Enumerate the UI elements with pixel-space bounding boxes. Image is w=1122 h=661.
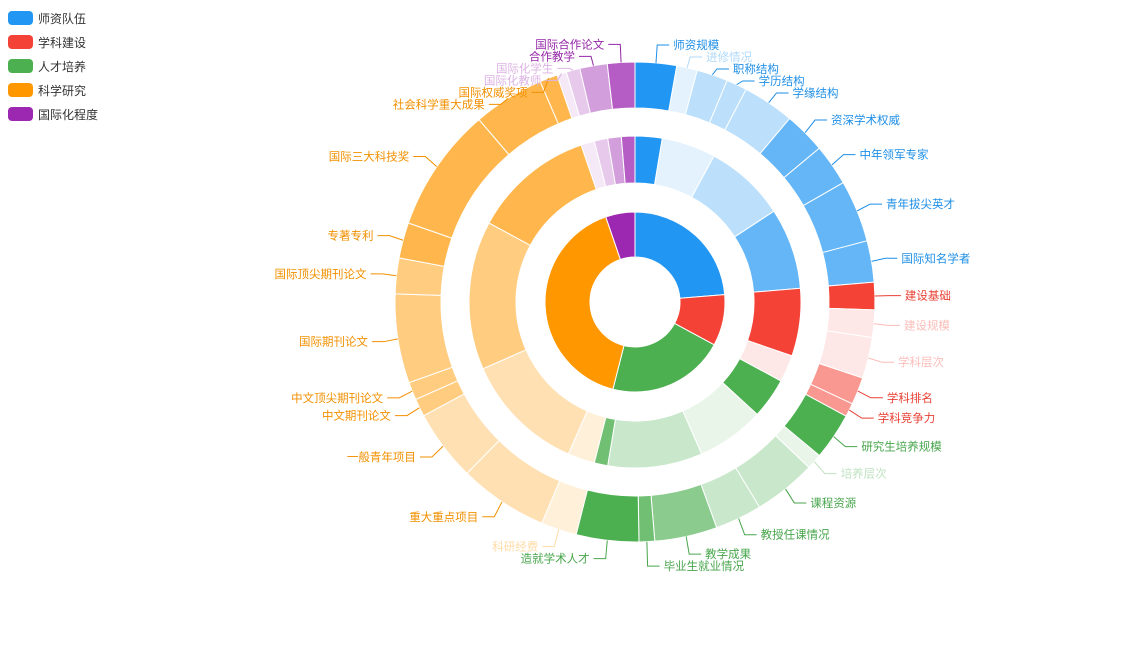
item-label: 国际化学生 [496, 61, 554, 75]
label-leader-line [804, 119, 828, 134]
category-slice[interactable] [612, 322, 715, 393]
item-label: 国际三大科技奖 [329, 149, 410, 163]
item-slice[interactable] [827, 281, 876, 311]
group-slice[interactable] [620, 135, 636, 184]
legend-item[interactable]: 学科建设 [8, 30, 98, 54]
item-label: 合作教学 [529, 49, 575, 63]
label-leader-line [871, 257, 898, 262]
label-leader-line [394, 407, 420, 417]
item-label: 学科竞争力 [878, 411, 936, 425]
item-slice[interactable] [606, 61, 636, 110]
item-label: 专著专利 [328, 229, 374, 243]
item-label: 造就学术人才 [521, 552, 590, 566]
item-label: 国际期刊论文 [299, 335, 368, 349]
item-label: 职称结构 [733, 62, 779, 76]
item-label: 科研经费 [492, 540, 538, 554]
category-slice[interactable] [544, 216, 625, 390]
legend-item[interactable]: 科学研究 [8, 78, 98, 102]
item-label: 国际化教师 [484, 73, 542, 87]
label-leader-line [579, 55, 594, 66]
label-leader-line [593, 540, 608, 560]
label-leader-line [377, 235, 404, 241]
legend-item[interactable]: 国际化程度 [8, 102, 98, 126]
item-label: 师资规模 [673, 38, 719, 52]
label-leader-line [738, 518, 757, 536]
item-label: 社会科学重大成果 [393, 97, 485, 111]
item-label: 学科层次 [898, 355, 944, 369]
label-leader-line [608, 43, 622, 63]
legend-item[interactable]: 人才培养 [8, 54, 98, 78]
item-label: 教授任课情况 [761, 528, 830, 542]
item-slice[interactable] [394, 293, 453, 384]
label-leader-line [736, 80, 755, 86]
label-leader-line [545, 73, 563, 81]
legend-label: 人才培养 [38, 59, 87, 74]
item-label: 国际顶尖期刊论文 [275, 267, 367, 281]
label-leader-line [413, 155, 438, 167]
item-label: 学缘结构 [792, 86, 838, 100]
item-label: 青年拔尖英才 [886, 197, 955, 211]
item-label: 国际知名学者 [901, 251, 970, 265]
label-leader-line [868, 357, 894, 363]
item-label: 重大重点项目 [409, 510, 478, 524]
label-leader-line [686, 56, 703, 68]
item-label: 资深学术权威 [831, 113, 900, 127]
legend-swatch [8, 35, 33, 49]
label-leader-line [857, 390, 883, 399]
label-leader-line [833, 436, 858, 448]
legend: 师资队伍学科建设人才培养科学研究国际化程度 [8, 6, 98, 126]
item-label: 中文顶尖期刊论文 [291, 391, 383, 405]
label-leader-line [711, 68, 729, 76]
label-leader-line [372, 338, 398, 343]
label-leader-line [813, 461, 837, 475]
item-label: 教学成果 [705, 547, 751, 561]
label-leader-line [482, 501, 503, 518]
item-label: 国际合作论文 [535, 37, 604, 51]
label-leader-line [685, 536, 702, 555]
item-label: 毕业生就业情况 [664, 559, 745, 573]
item-label: 学科排名 [887, 391, 933, 405]
item-label: 建设基础 [905, 289, 951, 303]
label-leader-line [542, 529, 560, 548]
item-label: 一般青年项目 [347, 450, 416, 464]
item-label: 国际权威奖项 [459, 85, 528, 99]
label-leader-line [531, 77, 550, 93]
label-leader-line [785, 488, 807, 504]
legend-label: 科学研究 [38, 83, 87, 98]
legend-label: 国际化程度 [38, 107, 99, 122]
item-label: 中文期刊论文 [322, 409, 391, 423]
category-slice[interactable] [605, 211, 636, 261]
legend-label: 学科建设 [38, 35, 87, 50]
label-leader-line [646, 541, 660, 567]
label-leader-line [849, 409, 874, 419]
item-label: 中年领军专家 [859, 148, 928, 162]
category-slice[interactable] [634, 211, 726, 299]
legend-swatch [8, 83, 33, 97]
label-leader-line [557, 67, 574, 71]
label-leader-line [856, 203, 883, 212]
label-leader-line [488, 97, 509, 105]
group-slice[interactable] [468, 222, 532, 370]
label-leader-line [370, 273, 397, 277]
legend-item[interactable]: 师资队伍 [8, 6, 98, 30]
label-leader-line [768, 92, 789, 104]
item-label: 学历结构 [759, 74, 805, 88]
item-label: 进修情况 [706, 50, 752, 64]
legend-swatch [8, 11, 33, 25]
label-leader-line [831, 154, 856, 166]
legend-label: 师资队伍 [38, 11, 87, 26]
label-leader-line [387, 390, 413, 399]
item-label: 课程资源 [810, 496, 856, 510]
label-leader-line [873, 323, 900, 326]
item-label: 建设规模 [904, 318, 950, 332]
label-leader-line [655, 44, 670, 63]
legend-swatch [8, 107, 33, 121]
item-label: 研究生培养规模 [861, 440, 942, 454]
legend-swatch [8, 59, 33, 73]
item-label: 培养层次 [841, 467, 887, 481]
label-leader-line [419, 445, 444, 458]
